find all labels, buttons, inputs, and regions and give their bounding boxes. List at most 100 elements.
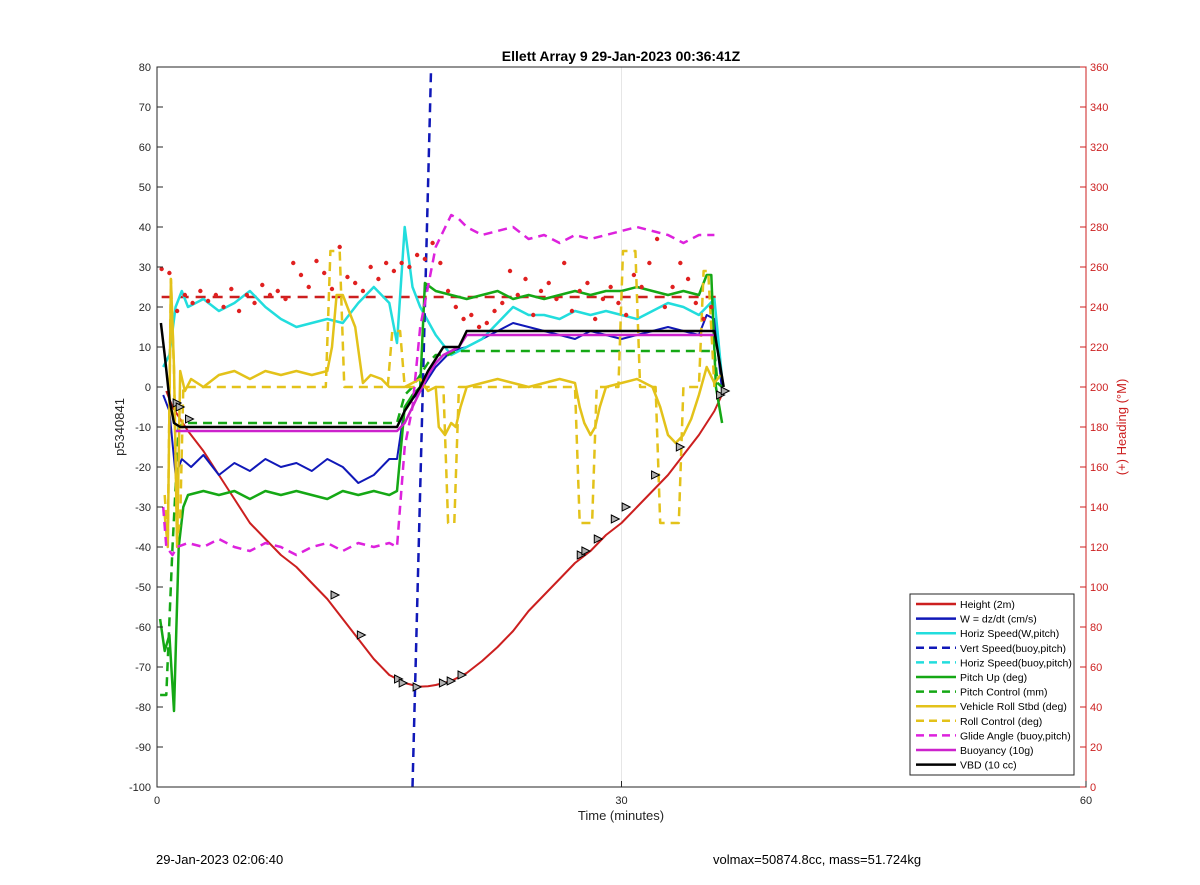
y2-tick-label: 200: [1090, 382, 1108, 394]
heading-point: [647, 260, 652, 266]
series-line-2: [162, 225, 724, 380]
footer-mass-info: volmax=50874.8cc, mass=51.724kg: [713, 852, 922, 867]
height-marker: [175, 402, 186, 412]
height-marker: [576, 550, 587, 560]
y-tick-label: 70: [139, 102, 151, 114]
series-line-11: [159, 322, 725, 429]
y-tick-label: 40: [139, 222, 151, 234]
height-marker: [621, 502, 632, 512]
heading-point: [391, 268, 397, 274]
chart-title: Ellett Array 9 29-Jan-2023 00:36:41Z: [502, 48, 741, 64]
heading-point: [167, 270, 172, 276]
heading-point: [329, 286, 335, 292]
heading-point: [678, 260, 683, 266]
heading-point: [267, 292, 273, 298]
y2-tick-label: 140: [1090, 502, 1108, 514]
heading-point: [639, 284, 644, 290]
legend-label: Height (2m): [960, 599, 1015, 611]
y-tick-label: -40: [135, 542, 151, 554]
y2-tick-label: 320: [1090, 142, 1108, 154]
series-line-9: [161, 213, 715, 557]
heading-point: [383, 260, 389, 266]
heading-point: [376, 276, 381, 282]
heading-point: [654, 236, 660, 242]
legend: Height (2m) W = dz/dt (cm/s) Horiz Speed(W…: [909, 593, 1075, 776]
heading-point: [236, 308, 242, 314]
heading-point: [159, 266, 164, 272]
height-marker: [716, 390, 726, 400]
legend-label: W = dz/dt (cm/s): [960, 614, 1037, 626]
y2-tick-label: 360: [1090, 62, 1108, 74]
heading-point: [337, 244, 342, 250]
heading-point: [283, 296, 288, 302]
heading-point: [500, 300, 505, 306]
y2-tick-label: 300: [1090, 182, 1108, 194]
heading-point: [414, 252, 420, 258]
y2-tick-label: 100: [1090, 582, 1108, 594]
heading-point: [608, 284, 613, 290]
heading-point: [546, 280, 551, 286]
legend-label: Roll Control (deg): [960, 716, 1042, 728]
series-line-8: [163, 249, 716, 541]
heading-point: [484, 320, 489, 326]
heading-point: [670, 284, 675, 290]
y2-tick-label: 240: [1090, 302, 1108, 314]
heading-point: [492, 308, 497, 314]
y2-tick-label: 160: [1090, 462, 1108, 474]
y-tick-label: -20: [135, 462, 151, 474]
heading-point: [291, 260, 296, 266]
heading-point: [360, 288, 366, 294]
y2-tick-label: 60: [1090, 662, 1102, 674]
y-tick-label: 60: [139, 142, 151, 154]
x-tick-label: 60: [1080, 795, 1092, 807]
axes: -100-90-80-70-60-50-40-30-20-10010203040…: [129, 62, 1108, 807]
y2-tick-label: 180: [1090, 422, 1108, 434]
heading-point: [585, 280, 590, 286]
y2-tick-label: 40: [1090, 702, 1102, 714]
heading-point: [229, 286, 234, 292]
y-tick-label: 0: [145, 382, 151, 394]
heading-point: [213, 292, 219, 298]
heading-point: [531, 312, 536, 318]
heading-point: [221, 304, 226, 310]
x-tick-label: 30: [615, 795, 627, 807]
heading-point: [709, 304, 714, 310]
height-marker: [438, 678, 449, 688]
series-line-3: [411, 66, 433, 788]
height-marker: [356, 630, 367, 640]
y2-tick-label: 20: [1090, 742, 1102, 754]
y2-tick-label: 120: [1090, 542, 1108, 554]
height-marker: [412, 682, 423, 692]
height-marker: [610, 514, 621, 524]
heading-point: [368, 264, 373, 270]
legend-label: Horiz Speed(W,pitch): [960, 628, 1059, 640]
heading-point: [182, 292, 188, 298]
heading-point: [538, 288, 544, 294]
height-marker: [330, 590, 341, 600]
heading-point: [600, 296, 606, 302]
heading-point: [515, 292, 520, 298]
heading-point: [174, 308, 180, 314]
y2-tick-label: 220: [1090, 342, 1108, 354]
heading-point: [275, 288, 280, 294]
legend-label: Buoyancy (10g): [960, 745, 1034, 757]
y-tick-label: -90: [135, 742, 151, 754]
legend-label: Pitch Control (mm): [960, 687, 1048, 699]
y-axis-label: p5340841: [112, 398, 127, 456]
y2-tick-label: 260: [1090, 262, 1108, 274]
heading-point: [461, 316, 466, 322]
heading-point: [662, 304, 668, 310]
heading-point: [476, 324, 482, 330]
heading-point: [205, 298, 211, 304]
heading-point: [407, 264, 412, 270]
y-tick-label: -70: [135, 662, 151, 674]
heading-point: [298, 272, 304, 278]
y2-axis-label: (+) Heading (°M): [1114, 379, 1129, 476]
height-marker: [394, 674, 404, 684]
heading-point: [577, 288, 582, 294]
heading-point: [430, 240, 435, 246]
heading-point: [306, 284, 311, 290]
heading-point: [562, 260, 567, 266]
series-line-0: [165, 390, 725, 688]
heading-point: [438, 260, 443, 266]
